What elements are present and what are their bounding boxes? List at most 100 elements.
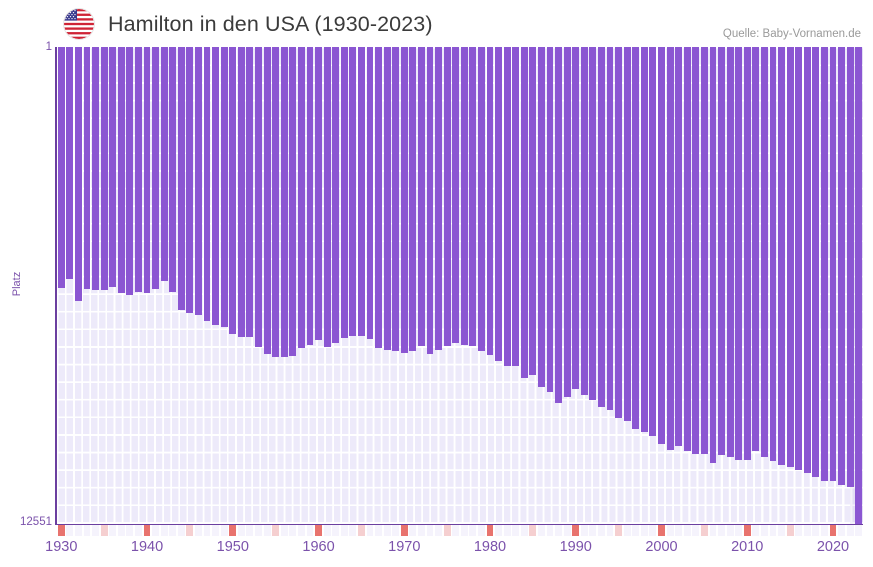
bar[interactable]: [169, 47, 177, 292]
bar[interactable]: [563, 47, 571, 397]
bar[interactable]: [263, 47, 271, 355]
bar[interactable]: [143, 47, 151, 294]
bar[interactable]: [272, 47, 280, 358]
bar[interactable]: [855, 47, 863, 524]
bar[interactable]: [229, 47, 237, 335]
bar[interactable]: [726, 47, 734, 457]
bar[interactable]: [512, 47, 520, 367]
bar[interactable]: [152, 47, 160, 289]
bar[interactable]: [632, 47, 640, 429]
bar[interactable]: [495, 47, 502, 361]
bar[interactable]: [426, 47, 434, 355]
bar[interactable]: [649, 47, 657, 437]
bar[interactable]: [743, 47, 751, 461]
bar[interactable]: [803, 47, 811, 473]
bar[interactable]: [778, 47, 785, 466]
bar[interactable]: [160, 47, 168, 282]
bar[interactable]: [452, 47, 460, 344]
bar[interactable]: [769, 47, 777, 462]
bar[interactable]: [760, 47, 768, 457]
bar[interactable]: [57, 47, 65, 288]
bar[interactable]: [100, 47, 108, 291]
bar[interactable]: [280, 47, 288, 358]
bar[interactable]: [478, 47, 485, 352]
bar[interactable]: [709, 47, 717, 463]
bar[interactable]: [212, 47, 220, 326]
bar[interactable]: [306, 47, 314, 345]
bar[interactable]: [520, 47, 528, 378]
bar[interactable]: [409, 47, 417, 352]
bar[interactable]: [135, 47, 142, 293]
bar[interactable]: [349, 47, 357, 336]
bar[interactable]: [75, 47, 82, 301]
bar[interactable]: [752, 47, 760, 452]
bar[interactable]: [435, 47, 442, 350]
bar[interactable]: [255, 47, 262, 348]
bar[interactable]: [289, 47, 297, 356]
bar[interactable]: [392, 47, 400, 352]
bar[interactable]: [237, 47, 245, 337]
bar[interactable]: [92, 47, 99, 291]
bar[interactable]: [332, 47, 340, 344]
bar[interactable]: [615, 47, 623, 418]
bar[interactable]: [838, 47, 845, 485]
bar[interactable]: [598, 47, 605, 408]
bar[interactable]: [323, 47, 331, 348]
bar[interactable]: [675, 47, 683, 447]
bar[interactable]: [375, 47, 382, 348]
bar[interactable]: [589, 47, 597, 400]
bar[interactable]: [357, 47, 365, 336]
bar[interactable]: [735, 47, 743, 460]
bar[interactable]: [572, 47, 580, 390]
bar[interactable]: [315, 47, 322, 341]
bar[interactable]: [177, 47, 185, 310]
bar[interactable]: [400, 47, 408, 353]
bar[interactable]: [297, 47, 305, 348]
bar[interactable]: [546, 47, 554, 393]
x-axis-tick: [700, 525, 708, 536]
bar[interactable]: [246, 47, 254, 338]
bar[interactable]: [829, 47, 837, 481]
bar[interactable]: [186, 47, 194, 314]
bar[interactable]: [66, 47, 74, 279]
bar[interactable]: [417, 47, 425, 347]
bar[interactable]: [795, 47, 803, 470]
bar[interactable]: [529, 47, 537, 376]
x-axis-tick: [649, 525, 657, 536]
bar[interactable]: [469, 47, 477, 347]
bar[interactable]: [640, 47, 648, 432]
bar[interactable]: [383, 47, 391, 350]
bar[interactable]: [109, 47, 117, 288]
bar[interactable]: [718, 47, 725, 456]
bar[interactable]: [220, 47, 228, 328]
bar[interactable]: [666, 47, 674, 450]
bar[interactable]: [812, 47, 820, 478]
bar[interactable]: [340, 47, 348, 339]
bar[interactable]: [83, 47, 91, 289]
bar[interactable]: [692, 47, 700, 455]
bar[interactable]: [700, 47, 708, 454]
plot-area: [57, 47, 863, 524]
bar[interactable]: [126, 47, 134, 295]
bar[interactable]: [846, 47, 854, 488]
bar[interactable]: [366, 47, 374, 339]
bar[interactable]: [486, 47, 494, 355]
bar[interactable]: [203, 47, 211, 321]
bar[interactable]: [195, 47, 202, 316]
bar[interactable]: [580, 47, 588, 396]
bar[interactable]: [503, 47, 511, 367]
x-axis-tick: [160, 525, 168, 536]
bar[interactable]: [460, 47, 468, 345]
bar[interactable]: [555, 47, 563, 403]
bar[interactable]: [786, 47, 794, 468]
bar[interactable]: [443, 47, 451, 347]
bar[interactable]: [623, 47, 631, 421]
x-axis-tick: [520, 525, 528, 536]
bar[interactable]: [820, 47, 828, 481]
bar[interactable]: [683, 47, 691, 451]
bar[interactable]: [606, 47, 614, 411]
bar[interactable]: [538, 47, 545, 387]
bar[interactable]: [658, 47, 665, 444]
bar[interactable]: [117, 47, 125, 294]
x-axis-tick: [92, 525, 99, 536]
